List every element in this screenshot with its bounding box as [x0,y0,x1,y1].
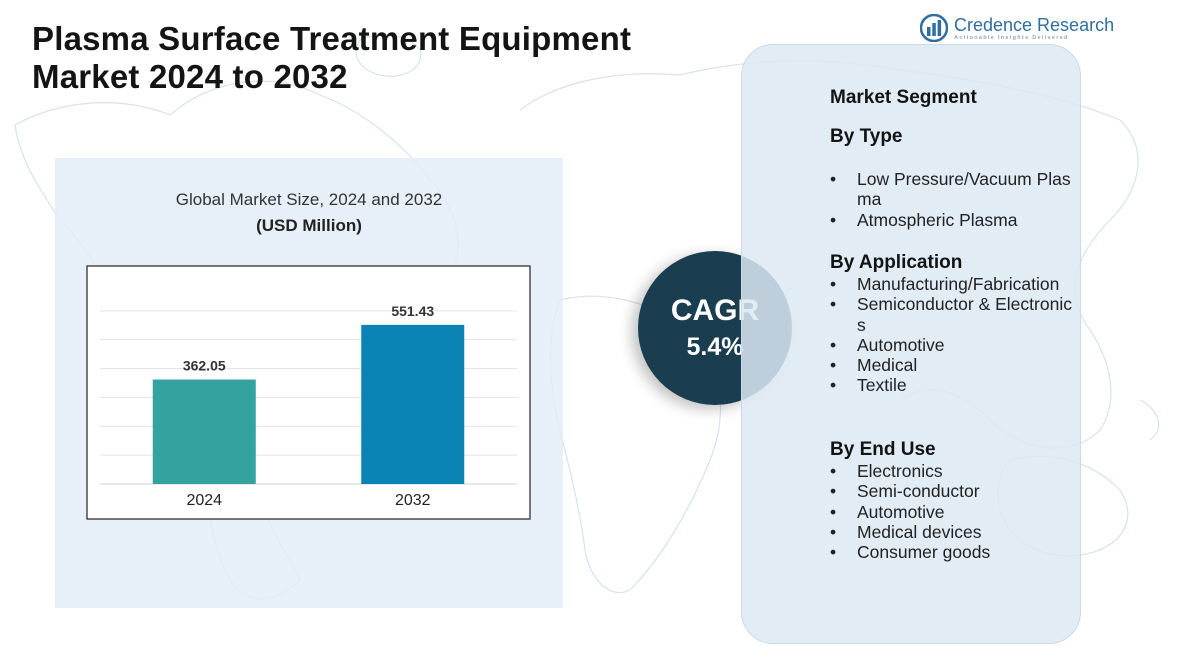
bullet-icon: • [830,481,837,502]
segment-item-label: Medical devices [857,521,982,542]
bullet-icon: • [830,375,837,396]
bar-2024 [152,379,256,484]
data-label: 551.43 [391,303,434,319]
segment-item-label: Medical [857,355,918,376]
segment-list-item: • Medical devices [830,522,1075,542]
x-tick-label: 2024 [186,492,222,509]
chart-title: Global Market Size, 2024 and 2032 [175,190,443,209]
logo-tagline: Actionable Insights Delivered [954,35,1069,41]
bullet-icon: • [830,461,837,481]
brand-logo[interactable]: Credence Research Actionable Insights De… [920,14,1120,44]
segment-list-item: • Semi-conductor [830,481,1075,501]
segment-list-item: • Automotive [830,335,1075,355]
segment-list-item: • Consumer goods [830,542,1075,562]
cagr-value: 5.4% [686,333,744,361]
bullet-icon: • [830,294,837,315]
segment-item-label: Electronics [857,461,943,481]
title-line-2: Market 2024 to 2032 [32,58,348,95]
chart-panel: Global Market Size, 2024 and 2032 (USD M… [55,158,563,608]
logo-name: Credence Research [954,15,1115,35]
bullet-icon: • [830,209,837,230]
segment-list-item: • Electronics [830,461,1075,481]
bullet-icon: • [830,501,837,522]
segment-item-label: Consumer goods [857,542,991,563]
bullet-icon: • [830,274,837,294]
by-application-heading: By Application [830,252,963,273]
segment-item-label: Low Pressure/Vacuum Plasma [857,169,1071,210]
page-title: Plasma Surface Treatment Equipment Marke… [32,20,631,96]
segment-item-label: Automotive [857,501,945,522]
segment-list-item: • Medical [830,355,1075,375]
segment-item-label: Semi-conductor [857,481,980,502]
bar-chart-logo-icon [920,14,948,42]
by-type-heading: By Type [830,126,903,147]
segment-list-item: • Atmospheric Plasma [830,210,1075,230]
chart-unit: (USD Million) [256,216,362,235]
segment-list-item: • Automotive [830,502,1075,522]
title-line-1: Plasma Surface Treatment Equipment [32,20,632,57]
segment-list-item: • Textile [830,375,1075,395]
bullet-icon: • [830,334,837,355]
by-end-use-list: • Electronics • Semi-conductor • Automotive • M… [830,461,1075,562]
segment-item-label: Atmospheric Plasma [857,209,1018,230]
bar-chart: 362.05 2024 551.43 2032 [86,265,531,520]
by-end-use-heading: By End Use [830,439,936,460]
segment-heading: Market Segment [830,87,977,108]
segment-item-label: Manufacturing/Fabrication [857,274,1060,294]
segment-item-label: Textile [857,375,907,396]
by-application-list: • Manufacturing/Fabrication • Semiconductor… [830,274,1075,396]
by-type-list: • Low Pressure/Vacuum Plasma • Atmospheric … [830,169,1075,230]
bullet-icon: • [830,542,837,563]
segment-list-item: • Low Pressure/Vacuum Plasma [830,169,1075,210]
bullet-icon: • [830,521,837,542]
segment-item-label: Automotive [857,334,945,355]
data-label: 362.05 [183,358,226,374]
bar-2032 [361,324,465,484]
market-segment-panel: Market Segment By Type • Low Pressure/Vac… [741,44,1081,644]
bullet-icon: • [830,169,837,189]
segment-item-label: Semiconductor & Electronics [857,294,1072,335]
x-tick-label: 2032 [395,492,431,509]
segment-list-item: • Manufacturing/Fabrication [830,274,1075,294]
bullet-icon: • [830,355,837,376]
segment-list-item: • Semiconductor & Electronics [830,294,1075,335]
